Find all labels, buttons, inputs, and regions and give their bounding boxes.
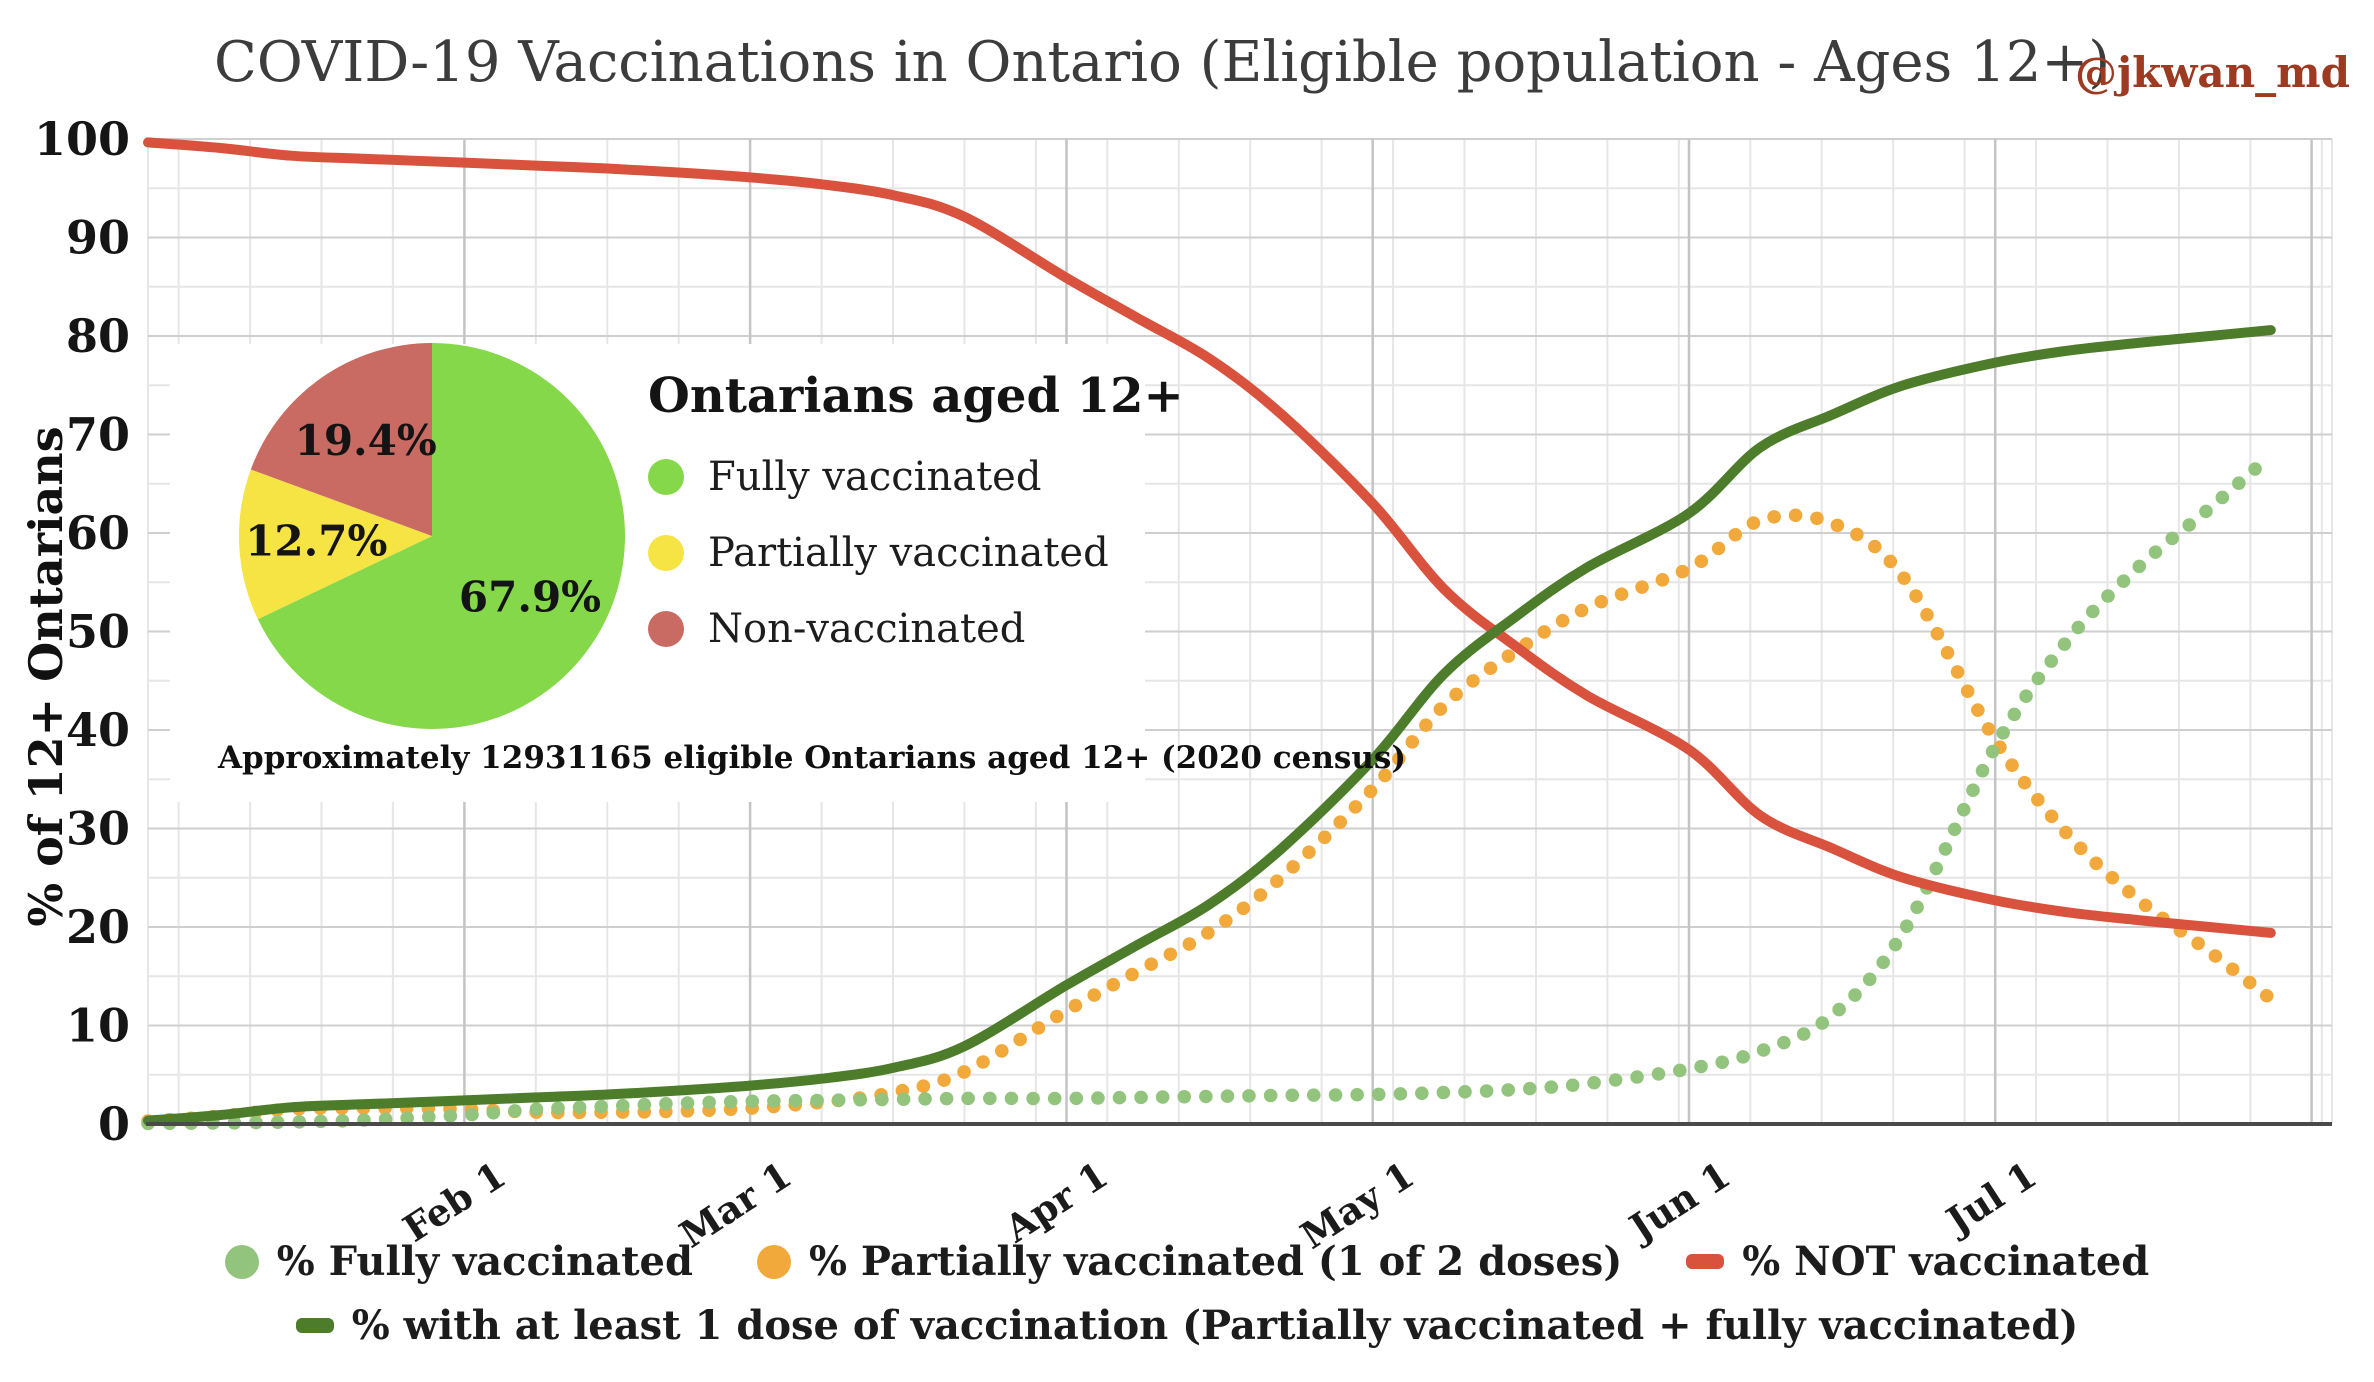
chart-legend-row-1: % Fully vaccinated % Partially vaccinated…: [0, 1238, 2374, 1285]
pie-legend: Ontarians aged 12+ Fully vaccinated Parti…: [648, 368, 1184, 652]
legend-dash-icon: [1686, 1254, 1725, 1269]
pie-legend-dot-icon: [648, 611, 684, 647]
pie-slice-value: 19.4%: [295, 416, 437, 465]
y-tick-label: 60: [66, 506, 130, 560]
pie-legend-item: Non-vaccinated: [648, 606, 1184, 652]
chart-legend-item-label: % Partially vaccinated (1 of 2 doses): [808, 1238, 1623, 1285]
y-tick-label: 70: [66, 408, 130, 462]
pie-slice-fully-vaccinated: [257, 343, 625, 729]
x-tick-label: Jul 1: [1936, 1153, 2044, 1244]
y-tick-label: 30: [66, 802, 130, 856]
pie-slice-value: 12.7%: [245, 517, 387, 566]
x-tick-label: Feb 1: [395, 1153, 513, 1251]
y-axis-title: % of 12+ Ontarians: [19, 426, 73, 926]
y-tick-label: 20: [66, 900, 130, 954]
series-line-not_vaccinated: [143, 137, 2276, 938]
y-tick-label: 90: [66, 211, 130, 265]
x-tick-label: Apr 1: [996, 1153, 1115, 1252]
legend-dot-icon: [756, 1244, 791, 1279]
legend-dash-icon: [295, 1318, 334, 1333]
chart-legend-item-label: % NOT vaccinated: [1742, 1238, 2150, 1285]
y-tick-label: 50: [66, 605, 130, 659]
pie-legend-item-label: Partially vaccinated: [708, 530, 1109, 576]
series-line-at_least_one: [143, 325, 2276, 1126]
census-note: Approximately 12931165 eligible Ontarian…: [218, 740, 1407, 776]
chart-legend-item: % NOT vaccinated: [1686, 1238, 2149, 1285]
y-tick-label: 0: [98, 1097, 130, 1151]
y-tick-label: 80: [66, 309, 130, 363]
chart-legend-item-label: % Fully vaccinated: [276, 1238, 693, 1285]
chart-legend-item: % Partially vaccinated (1 of 2 doses): [756, 1238, 1623, 1285]
pie-legend-item: Partially vaccinated: [648, 530, 1184, 576]
chart-legend-item: % with at least 1 dose of vaccination (P…: [295, 1302, 2079, 1349]
pie-legend-item: Fully vaccinated: [648, 454, 1184, 500]
page-title: COVID-19 Vaccinations in Ontario (Eligib…: [214, 30, 2111, 95]
pie-legend-item-label: Fully vaccinated: [708, 454, 1042, 500]
pie-slice-non-vaccinated: [250, 343, 432, 536]
pie-legend-title: Ontarians aged 12+: [648, 368, 1184, 424]
chart-legend-row-2: % with at least 1 dose of vaccination (P…: [0, 1302, 2374, 1349]
y-tick-label: 100: [34, 112, 130, 166]
chart-legend-item: % Fully vaccinated: [224, 1238, 693, 1285]
pie-legend-dot-icon: [648, 535, 684, 571]
legend-dot-icon: [224, 1244, 259, 1279]
pie-slice-value: 67.9%: [459, 573, 601, 622]
chart-legend-item-label: % with at least 1 dose of vaccination (P…: [351, 1302, 2079, 1349]
pie-legend-item-label: Non-vaccinated: [708, 606, 1026, 652]
y-tick-label: 40: [66, 703, 130, 757]
y-tick-label: 10: [66, 999, 130, 1053]
pie-slice-partially-vaccinated: [238, 469, 432, 620]
pie-legend-dot-icon: [648, 459, 684, 495]
x-tick-label: Jun 1: [1619, 1153, 1738, 1251]
author-handle: @jkwan_md: [2074, 48, 2350, 97]
